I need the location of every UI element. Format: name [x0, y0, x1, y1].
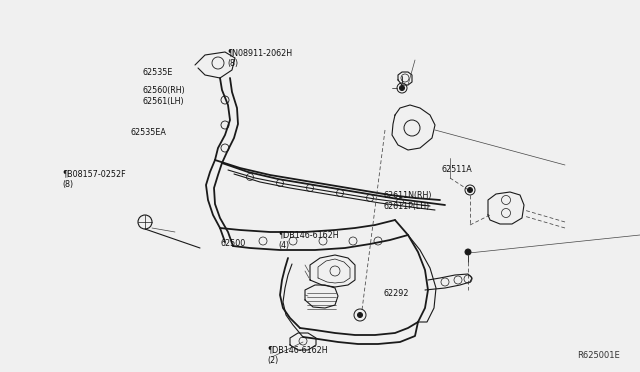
Text: 62535E: 62535E [142, 68, 172, 77]
Circle shape [467, 187, 472, 192]
Text: 62511A: 62511A [442, 165, 472, 174]
Text: 62292: 62292 [384, 289, 410, 298]
Text: 62535EA: 62535EA [131, 128, 166, 137]
Text: 62500: 62500 [221, 239, 246, 248]
Text: ¶DB146-6162H
(4): ¶DB146-6162H (4) [278, 231, 339, 250]
Text: ¶N08911-2062H
(8): ¶N08911-2062H (8) [227, 48, 292, 68]
Circle shape [465, 249, 471, 255]
Text: 62611N(RH)
62611P(LH): 62611N(RH) 62611P(LH) [384, 191, 433, 211]
Text: ¶B08157-0252F
(8): ¶B08157-0252F (8) [63, 169, 126, 189]
Circle shape [399, 86, 404, 90]
Text: ¶DB146-6162H
(2): ¶DB146-6162H (2) [268, 345, 328, 365]
Text: R625001E: R625001E [577, 351, 620, 360]
Circle shape [358, 312, 362, 317]
Text: 62560(RH)
62561(LH): 62560(RH) 62561(LH) [142, 86, 185, 106]
